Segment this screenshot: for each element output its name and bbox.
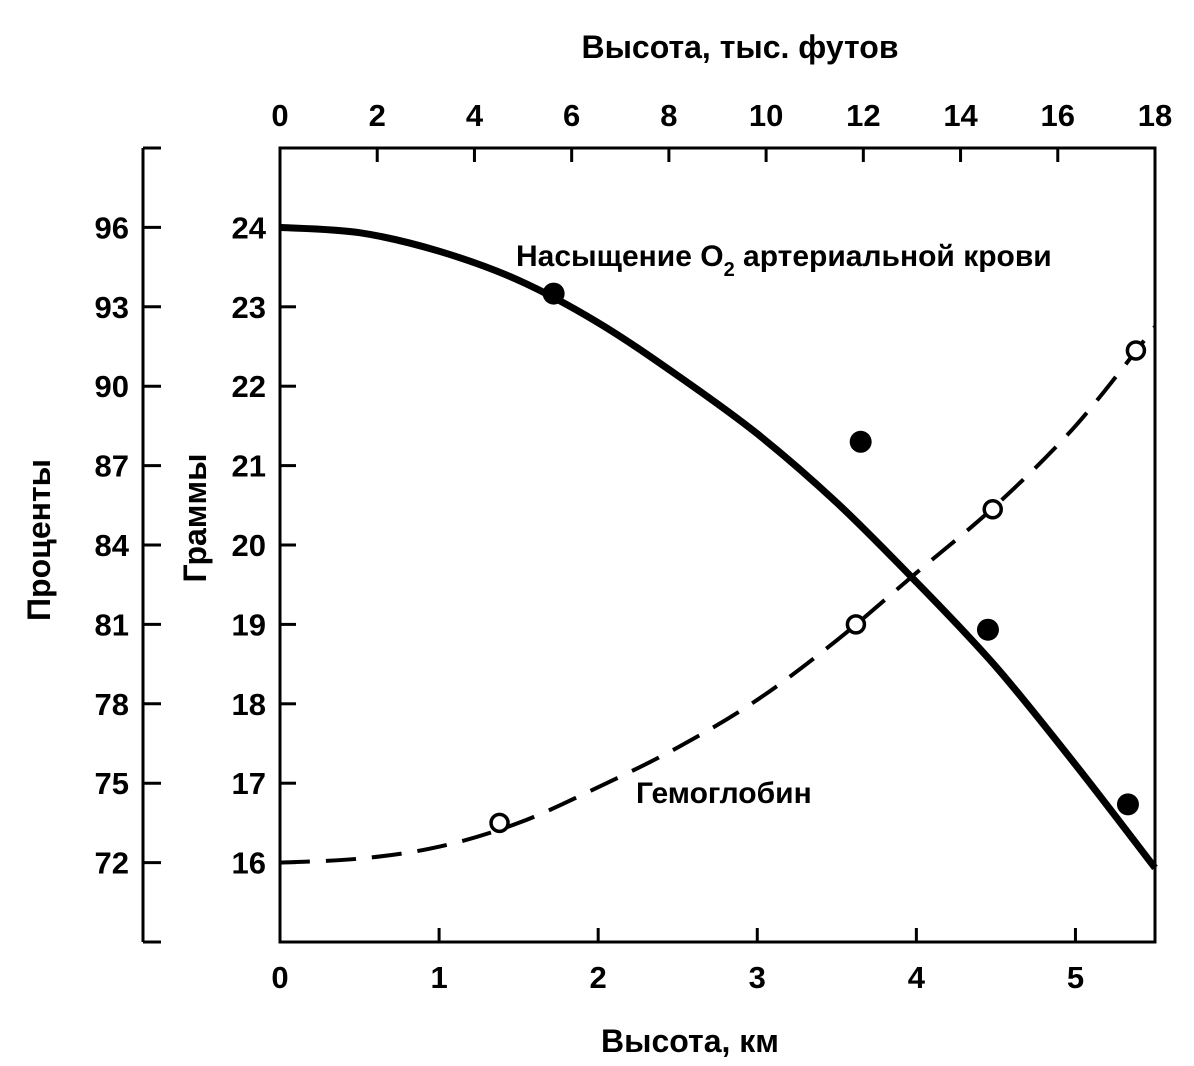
- saturation-label-sub: 2: [724, 259, 735, 281]
- grams-tick-label: 16: [232, 846, 266, 881]
- grams-tick-label: 22: [232, 369, 266, 404]
- hemoglobin-data-point: [982, 499, 1003, 520]
- top-tick-label: 8: [660, 98, 677, 133]
- hemoglobin-data-point: [1125, 340, 1147, 361]
- top-tick-label: 14: [943, 98, 978, 133]
- bottom-tick-label: 5: [1067, 960, 1084, 995]
- top-axis-feet: 0 2 4 6 8 10 12 14 16 18: [271, 98, 1172, 162]
- bottom-tick-label: 4: [908, 960, 926, 995]
- saturation-label-rest: артериальной крови: [735, 240, 1052, 273]
- top-tick-label: 18: [1138, 98, 1172, 133]
- grams-tick-label: 18: [232, 687, 266, 722]
- bottom-axis-title: Высота, км: [601, 1023, 779, 1059]
- top-tick-label: 12: [846, 98, 880, 133]
- bottom-tick-label: 0: [271, 960, 288, 995]
- grams-tick-label: 20: [232, 528, 266, 563]
- percent-tick-label: 90: [95, 369, 129, 404]
- series-layer: [279, 223, 1158, 871]
- percent-tick-label: 93: [95, 290, 129, 325]
- bottom-axis-km: 0 1 2 3 4 5: [271, 928, 1084, 995]
- bottom-tick-label: 3: [749, 960, 766, 995]
- top-tick-label: 2: [369, 98, 386, 133]
- saturation-series-label: Насыщение O2 артериальной крови: [516, 240, 1052, 281]
- top-tick-label: 0: [271, 98, 288, 133]
- grams-tick-label: 21: [232, 449, 266, 484]
- percent-tick-label: 78: [95, 687, 129, 722]
- hemoglobin-data-point: [845, 614, 867, 635]
- saturation-label-main: Насыщение O: [516, 240, 724, 273]
- bottom-tick-label: 1: [430, 960, 447, 995]
- grams-tick-label: 19: [232, 607, 266, 642]
- hemoglobin-series-label: Гемоглобин: [636, 777, 812, 810]
- percent-axis-title: Проценты: [21, 459, 57, 621]
- left-axis-percent: 72 75 78 81 84 87 90 93 96: [95, 146, 161, 944]
- top-axis-title: Высота, тыс. футов: [581, 29, 898, 65]
- top-tick-label: 4: [466, 98, 484, 133]
- bottom-tick-label: 2: [590, 960, 607, 995]
- percent-tick-label: 84: [95, 528, 130, 563]
- percent-tick-label: 72: [95, 846, 129, 881]
- left-axis-grams: 16 17 18 19 20 21 22 23 24: [232, 210, 296, 881]
- grams-axis-title: Граммы: [177, 454, 213, 583]
- top-tick-label: 6: [563, 98, 580, 133]
- saturation-data-point: [1116, 793, 1139, 816]
- saturation-data-point: [542, 282, 565, 305]
- percent-tick-label: 96: [95, 210, 129, 245]
- top-tick-label: 16: [1041, 98, 1075, 133]
- grams-tick-label: 23: [232, 290, 266, 325]
- saturation-data-point: [976, 618, 999, 641]
- grams-tick-label: 17: [232, 766, 266, 801]
- grams-tick-label: 24: [232, 210, 267, 245]
- saturation-data-point: [849, 430, 872, 453]
- percent-tick-label: 75: [95, 766, 129, 801]
- saturation-curve: [279, 223, 1158, 871]
- percent-tick-label: 81: [95, 607, 129, 642]
- top-tick-label: 10: [749, 98, 783, 133]
- hemoglobin-curve: [279, 325, 1157, 865]
- percent-tick-label: 87: [95, 449, 129, 484]
- hemoglobin-data-point: [489, 812, 510, 834]
